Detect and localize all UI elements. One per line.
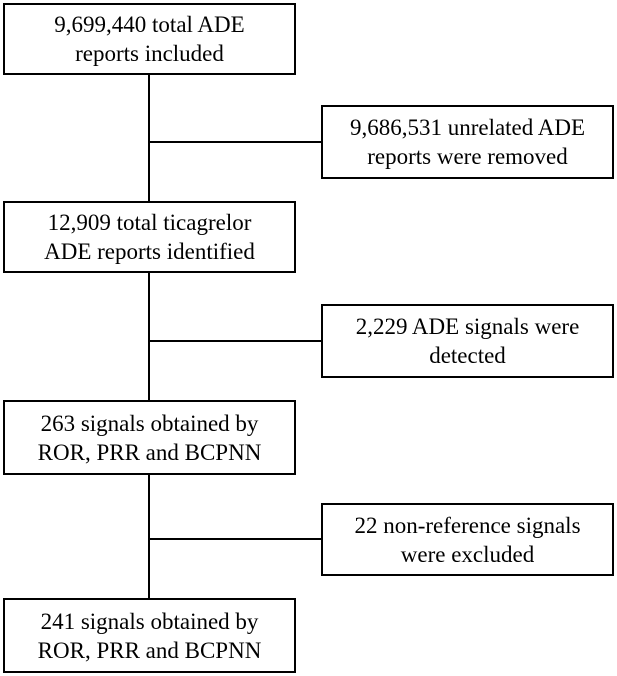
step-box-text-line2: reports included (75, 41, 224, 66)
connector-vertical-3 (148, 475, 150, 598)
exclusion-box-text-line1: 2,229 ADE signals were (355, 314, 580, 339)
exclusion-box-unrelated-reports: 9,686,531 unrelated ADE reports were rem… (321, 105, 614, 179)
step-box-ticagrelor-reports: 12,909 total ticagrelor ADE reports iden… (3, 201, 296, 273)
step-box-263-signals: 263 signals obtained by ROR, PRR and BCP… (3, 400, 296, 475)
exclusion-box-text-line2: reports were removed (367, 144, 568, 169)
connector-vertical-2 (148, 273, 150, 400)
exclusion-box-text-line1: 22 non-reference signals (354, 512, 581, 538)
connector-branch-3 (148, 538, 321, 540)
step-box-text-line2: ROR, PRR and BCPNN (37, 637, 262, 663)
exclusion-box-text-line1: 9,686,531 unrelated ADE (349, 115, 586, 140)
connector-vertical-1 (148, 75, 150, 201)
exclusion-box-text-line2: were excluded (400, 541, 535, 567)
step-box-text-line1: 241 signals obtained by (40, 608, 259, 634)
step-box-text-line1: 12,909 total ticagrelor (47, 210, 252, 235)
step-box-text-line1: 263 signals obtained by (40, 410, 259, 436)
connector-branch-2 (148, 340, 321, 342)
exclusion-box-signals-detected: 2,229 ADE signals were detected (321, 304, 614, 378)
step-box-text-line1: 9,699,440 total ADE (54, 12, 245, 37)
step-box-text-line2: ADE reports identified (44, 239, 255, 264)
connector-branch-1 (148, 141, 321, 143)
step-box-241-signals: 241 signals obtained by ROR, PRR and BCP… (3, 598, 296, 673)
step-box-total-reports: 9,699,440 total ADE reports included (3, 3, 296, 75)
exclusion-box-non-reference-signals: 22 non-reference signals were excluded (321, 503, 614, 576)
step-box-text-line2: ROR, PRR and BCPNN (37, 439, 262, 465)
exclusion-box-text-line2: detected (429, 343, 506, 368)
